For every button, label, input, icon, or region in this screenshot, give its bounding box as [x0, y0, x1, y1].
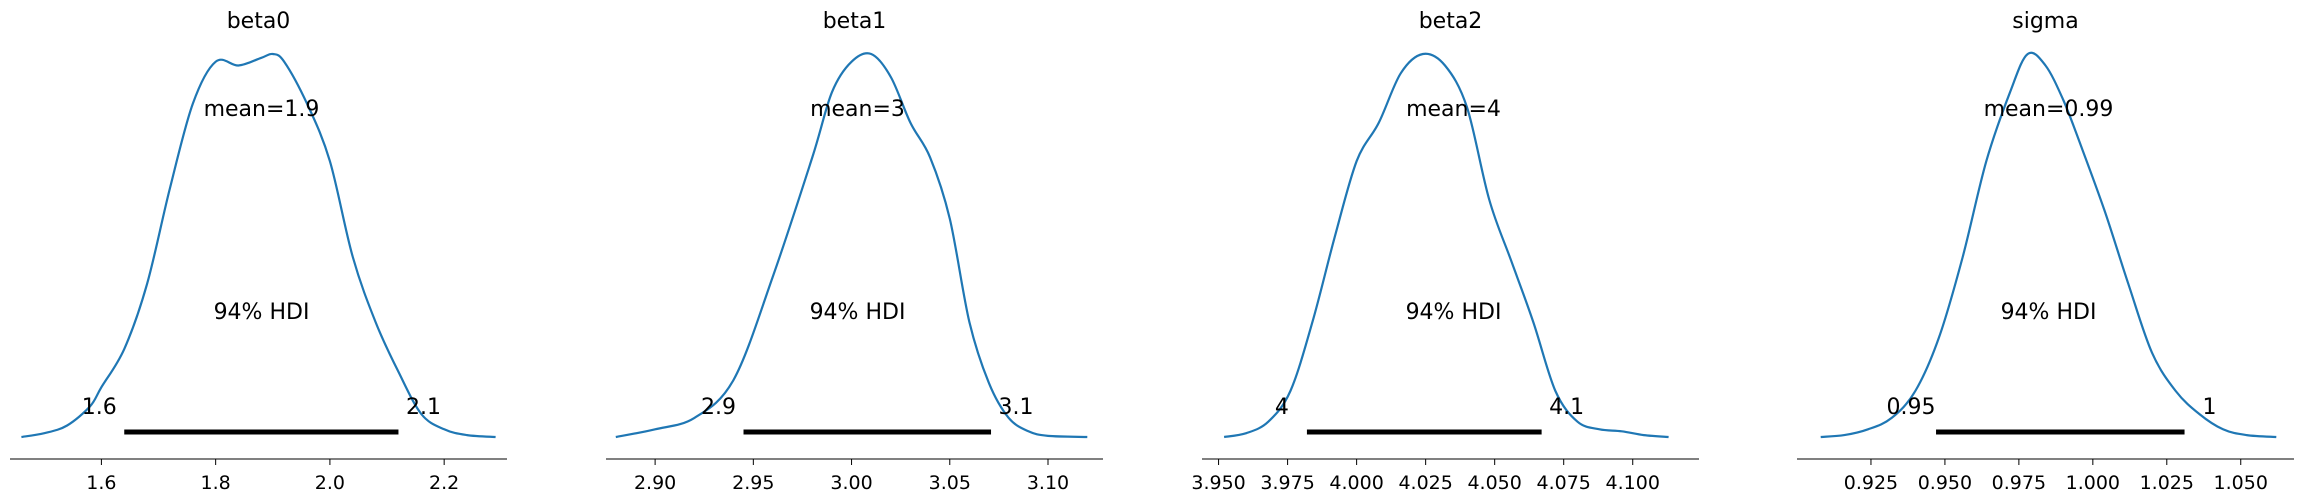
- x-tick-label: 2.90: [634, 472, 676, 494]
- panel-title: beta1: [823, 9, 887, 34]
- panel-title: beta0: [227, 9, 291, 34]
- mean-label: mean=1.9: [204, 97, 320, 122]
- x-tick-label: 4.050: [1467, 472, 1521, 494]
- density-curve: [615, 52, 1088, 439]
- x-tick-label: 0.925: [1844, 472, 1898, 494]
- mean-label: mean=3: [810, 97, 905, 122]
- hdi-low-label: 0.95: [1887, 395, 1936, 420]
- hdi-low-label: 2.9: [701, 395, 736, 420]
- x-tick-label: 0.950: [1918, 472, 1972, 494]
- panel-sigma: sigma mean=0.99 94% HDI 0.95 1 0.925 0.950 0.97…: [1797, 9, 2294, 494]
- panel-beta1: beta1 mean=3 94% HDI 2.9 3.1 2.90 2.95 3.00 3.05…: [606, 9, 1103, 494]
- hdi-high-label: 3.1: [999, 395, 1034, 420]
- x-tick-label: 3.975: [1260, 472, 1314, 494]
- hdi-high-label: 1: [2203, 395, 2217, 420]
- mean-label: mean=0.99: [1984, 97, 2114, 122]
- x-tick-label: 4.000: [1329, 472, 1383, 494]
- x-tick-label: 3.00: [830, 472, 872, 494]
- hdi-label: 94% HDI: [1406, 300, 1502, 325]
- x-tick-label: 4.100: [1606, 472, 1660, 494]
- x-tick-label: 3.950: [1191, 472, 1245, 494]
- mean-label: mean=4: [1406, 97, 1501, 122]
- density-curve: [1223, 52, 1669, 439]
- x-tick-label: 0.975: [1992, 472, 2046, 494]
- x-tick-label: 2.95: [732, 472, 774, 494]
- x-tick-label: 4.025: [1398, 472, 1452, 494]
- density-curve: [1820, 51, 2277, 439]
- x-tick-label: 2.0: [315, 472, 345, 494]
- hdi-label: 94% HDI: [810, 300, 906, 325]
- x-tick-label: 1.8: [201, 472, 231, 494]
- x-tick-label: 1.050: [2214, 472, 2268, 494]
- panel-title: beta2: [1419, 9, 1483, 34]
- panel-title: sigma: [2012, 9, 2078, 34]
- x-tick-label: 3.05: [929, 472, 971, 494]
- hdi-low-label: 1.6: [82, 395, 117, 420]
- x-tick-label: 2.2: [429, 472, 459, 494]
- hdi-label: 94% HDI: [214, 300, 310, 325]
- panel-beta2: beta2 mean=4 94% HDI 4 4.1 3.950 3.975 4.000 4.0…: [1191, 9, 1699, 494]
- hdi-high-label: 2.1: [406, 395, 441, 420]
- hdi-label: 94% HDI: [2001, 300, 2097, 325]
- density-curve: [21, 52, 496, 439]
- x-tick-label: 1.6: [86, 472, 116, 494]
- x-tick-label: 4.075: [1537, 472, 1591, 494]
- x-tick-label: 1.000: [2066, 472, 2120, 494]
- x-tick-label: 3.10: [1027, 472, 1069, 494]
- hdi-low-label: 4: [1275, 395, 1289, 420]
- hdi-high-label: 4.1: [1549, 395, 1584, 420]
- panel-beta0: beta0 mean=1.9 94% HDI 1.6 2.1 1.6 1.8 2.0 2.2: [10, 9, 507, 494]
- x-tick-label: 1.025: [2140, 472, 2194, 494]
